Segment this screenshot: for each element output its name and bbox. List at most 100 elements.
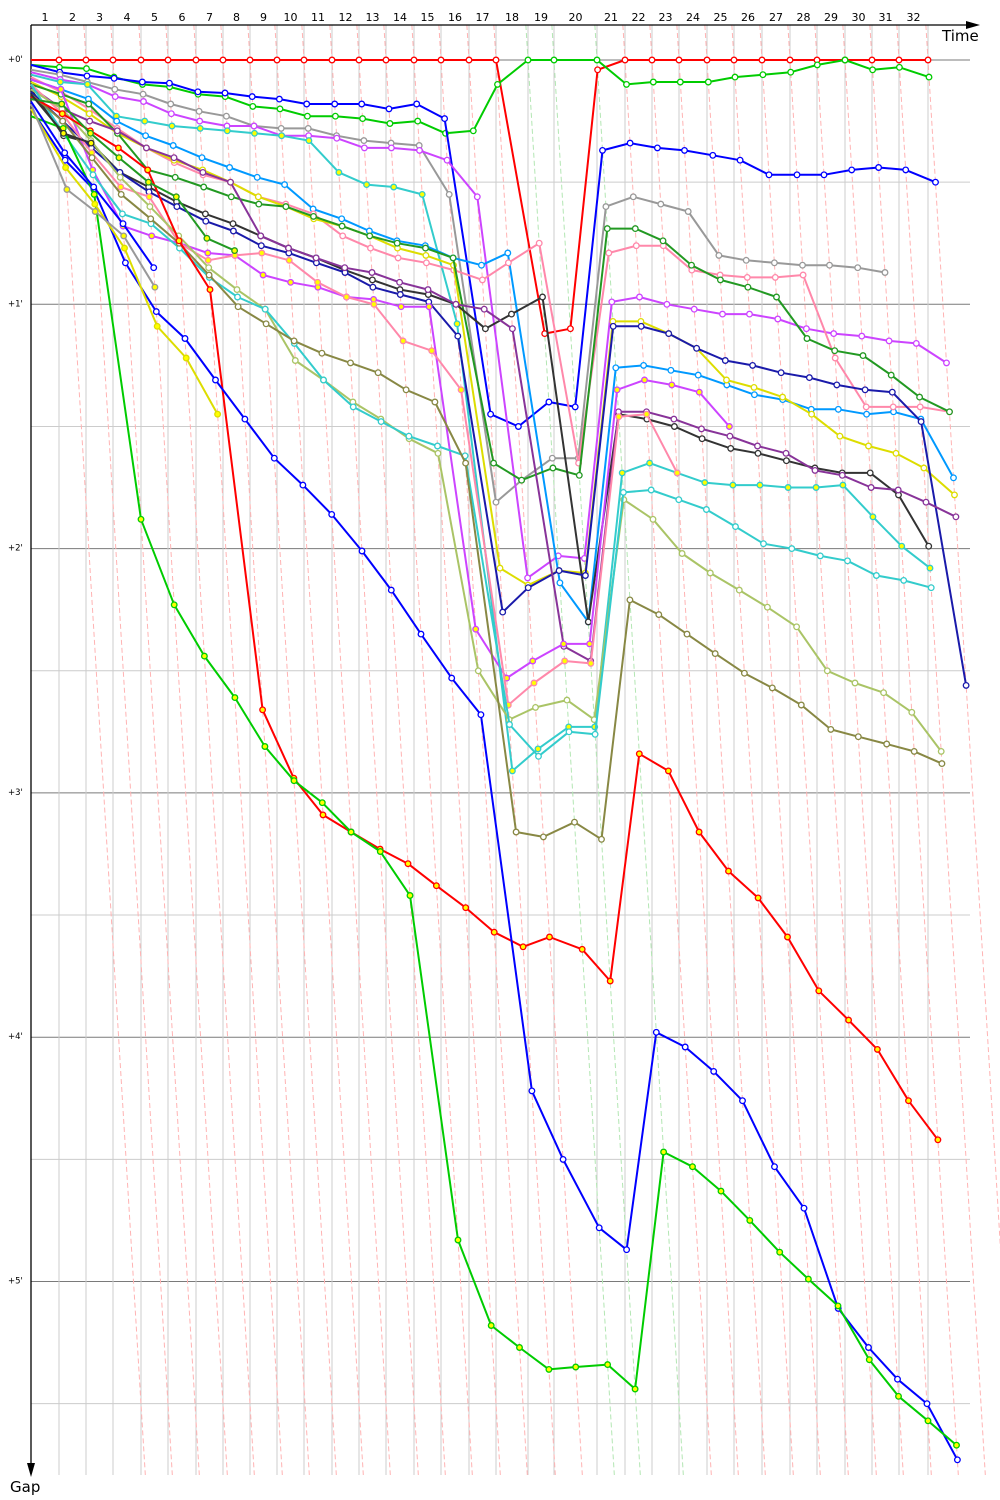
data-point xyxy=(923,1400,931,1408)
data-point xyxy=(830,330,838,338)
data-point xyxy=(205,264,213,272)
data-point xyxy=(657,200,665,208)
x-tick-label: 4 xyxy=(124,11,131,24)
data-point xyxy=(604,1361,612,1369)
data-point xyxy=(229,227,237,235)
data-point xyxy=(670,423,678,430)
data-point xyxy=(113,127,121,135)
data-point xyxy=(831,354,839,362)
data-point xyxy=(532,703,539,711)
data-point xyxy=(393,239,401,247)
data-point xyxy=(591,730,599,738)
data-point xyxy=(248,93,256,101)
data-point xyxy=(413,100,421,108)
data-point xyxy=(742,256,750,264)
data-point xyxy=(490,459,498,467)
data-point xyxy=(254,193,262,201)
data-point xyxy=(771,1163,778,1171)
data-point xyxy=(779,393,787,401)
data-point xyxy=(62,164,70,171)
lap-reference-line xyxy=(676,24,766,1476)
data-point xyxy=(82,56,90,64)
data-point xyxy=(231,247,239,255)
data-point xyxy=(377,418,385,426)
data-point xyxy=(151,283,159,291)
data-point xyxy=(422,259,430,267)
data-point xyxy=(887,371,895,379)
data-point xyxy=(641,376,648,384)
data-point xyxy=(550,56,558,64)
data-point xyxy=(87,129,94,137)
data-point xyxy=(637,322,645,330)
data-point xyxy=(516,1344,523,1351)
y-tick-label: +2' xyxy=(8,544,23,554)
data-point xyxy=(368,276,376,284)
data-point xyxy=(584,618,592,626)
data-point xyxy=(338,222,346,230)
series-line xyxy=(30,98,236,252)
data-point xyxy=(950,474,957,482)
data-point xyxy=(892,449,900,457)
data-point xyxy=(743,273,751,281)
series-15 xyxy=(30,83,681,709)
data-point xyxy=(709,151,717,159)
data-point xyxy=(310,212,317,220)
data-point xyxy=(449,254,457,262)
data-point xyxy=(683,630,691,638)
data-point xyxy=(84,80,91,88)
data-point xyxy=(376,848,384,855)
data-point xyxy=(797,701,805,709)
data-point xyxy=(609,322,617,330)
data-point xyxy=(347,828,355,836)
data-point xyxy=(290,337,298,345)
data-point xyxy=(285,256,293,264)
data-point xyxy=(603,225,611,233)
data-point xyxy=(431,398,439,406)
data-point xyxy=(474,667,482,675)
series-9 xyxy=(30,81,958,589)
data-point xyxy=(396,278,404,286)
data-point xyxy=(894,1375,901,1383)
data-point xyxy=(678,550,686,557)
data-point xyxy=(222,112,230,120)
data-point xyxy=(137,56,145,64)
data-point xyxy=(121,244,128,252)
data-point xyxy=(826,261,833,269)
data-point xyxy=(725,423,733,430)
data-point xyxy=(165,79,173,87)
data-point xyxy=(221,89,229,97)
lap-reference-line xyxy=(274,24,364,1476)
data-point xyxy=(916,393,924,401)
data-point xyxy=(613,386,621,394)
data-point xyxy=(859,352,867,360)
data-point xyxy=(404,860,412,868)
x-axis-title: Time xyxy=(941,27,979,45)
x-tick-labels: 1 2 3 4 5 6 7 8 9 10 11 12 13 14 15 16 17 18 19 20 21 22 23 24 2… xyxy=(42,11,921,24)
data-point xyxy=(91,208,99,215)
data-point xyxy=(358,100,366,108)
data-point xyxy=(314,278,322,286)
data-point xyxy=(363,181,371,189)
x-tick-label: 27 xyxy=(769,11,783,24)
x-tick-label: 21 xyxy=(604,11,618,24)
data-point xyxy=(715,251,723,259)
x-tick-label: 16 xyxy=(448,11,462,24)
data-point xyxy=(905,1097,912,1105)
data-point xyxy=(368,269,376,276)
data-point xyxy=(865,1356,873,1364)
x-axis-arrow-icon xyxy=(966,21,980,29)
x-tick-label: 1 xyxy=(42,11,49,24)
y-axis-arrow-icon xyxy=(27,1463,35,1477)
data-point xyxy=(390,183,398,191)
data-point xyxy=(167,110,175,118)
x-tick-label: 11 xyxy=(311,11,325,24)
data-point xyxy=(951,491,958,499)
data-point xyxy=(530,679,538,687)
data-point xyxy=(869,513,877,521)
data-point xyxy=(606,977,614,985)
data-point xyxy=(205,271,213,279)
lap-reference-line xyxy=(704,24,794,1476)
data-point xyxy=(774,315,782,323)
data-point xyxy=(800,1204,808,1212)
data-point xyxy=(927,584,935,592)
